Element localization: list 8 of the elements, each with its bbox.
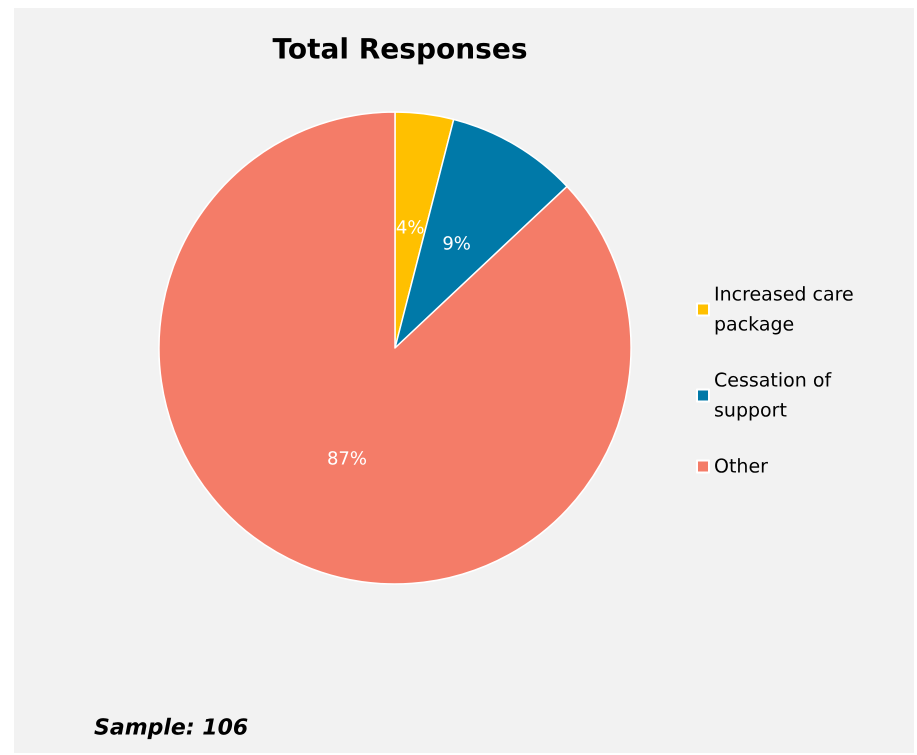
text: Sample: 106: [94, 716, 248, 740]
legend-label: Cessation of support: [714, 370, 838, 422]
data-label: 87%: [326, 448, 367, 470]
data-label: 9%: [442, 233, 471, 254]
legend-label: Other: [714, 456, 768, 478]
data-label: 4%: [396, 217, 424, 238]
legend-label: Increased care package: [714, 284, 860, 336]
chart-title: Total Responses: [272, 32, 528, 66]
